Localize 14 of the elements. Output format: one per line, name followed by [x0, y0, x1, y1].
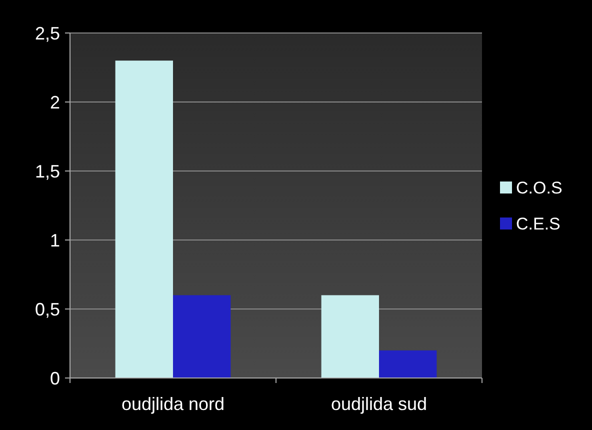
bar: [379, 350, 437, 378]
legend-label: C.O.S: [516, 178, 562, 198]
y-tick-label: 2: [50, 92, 60, 112]
y-tick-label: 0,5: [34, 299, 60, 320]
x-tick-label: oudjlida nord: [121, 394, 225, 414]
y-tick-label: 0: [50, 368, 60, 388]
y-tick-label: 1,5: [34, 161, 60, 182]
legend-label: C.E.S: [516, 214, 560, 234]
bar: [173, 295, 231, 378]
bar: [115, 60, 173, 378]
x-tick-label: oudjlida sud: [330, 394, 428, 414]
y-tick-label: 1: [50, 230, 60, 250]
y-tick-label: 2,5: [34, 23, 60, 44]
bar: [321, 295, 379, 378]
